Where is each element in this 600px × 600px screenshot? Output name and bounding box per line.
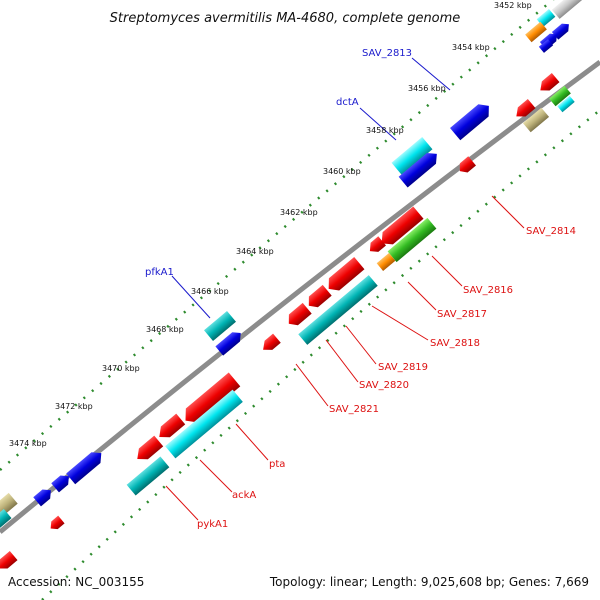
gene-arrow bbox=[66, 452, 102, 485]
gene-arrow bbox=[516, 98, 536, 117]
gene-label-pta: pta bbox=[269, 459, 285, 470]
tick-label: 3456 kbp bbox=[408, 84, 446, 93]
gene-arrow-SAV_2818 bbox=[328, 257, 365, 291]
gene-label-SAV_2813: SAV_2813 bbox=[362, 48, 412, 59]
tick-label: 3472 kbp bbox=[55, 402, 93, 411]
gene-arrow bbox=[33, 489, 51, 507]
outer-tick-ring bbox=[0, 0, 555, 471]
genome-summary: Topology: linear; Length: 9,025,608 bp; … bbox=[269, 575, 589, 589]
reverse-leader-lines bbox=[165, 195, 525, 521]
tick-label: 3466 kbp bbox=[191, 287, 229, 296]
forward-leader-lines bbox=[171, 57, 451, 319]
gene-arrow-dctA bbox=[391, 137, 433, 175]
tick-labels: 3452 kbp 3454 kbp 3456 kbp 3458 kbp 3460… bbox=[9, 1, 532, 448]
accession-label: Accession: NC_003155 bbox=[8, 575, 144, 589]
reverse-gene-labels: SAV_2814 SAV_2816 SAV_2817 SAV_2818 SAV_… bbox=[197, 226, 576, 530]
gene-arrow bbox=[525, 21, 547, 43]
gene-arrow-SAV_2819 bbox=[298, 275, 378, 345]
gene-label-SAV_2820: SAV_2820 bbox=[359, 380, 409, 391]
gene-arrow bbox=[51, 475, 69, 493]
tick-label: 3458 kbp bbox=[366, 126, 404, 135]
gene-label-SAV_2814: SAV_2814 bbox=[526, 226, 576, 237]
gene-arrow-SAV_2814 bbox=[459, 156, 476, 173]
gene-arrow-SAV_2817 bbox=[376, 253, 396, 271]
gene-arrow bbox=[536, 9, 556, 27]
gene-label-SAV_2816: SAV_2816 bbox=[463, 285, 513, 296]
tick-label: 3454 kbp bbox=[452, 43, 490, 52]
forward-strand-genes bbox=[0, 0, 585, 532]
gene-arrow bbox=[522, 107, 550, 133]
gene-arrow bbox=[398, 152, 437, 188]
gene-arrow-pykA1 bbox=[126, 456, 170, 496]
gene-arrow bbox=[215, 332, 241, 356]
tick-label: 3474 kbp bbox=[9, 439, 47, 448]
gene-arrow bbox=[538, 39, 554, 53]
gene-arrow bbox=[0, 508, 12, 532]
gene-arrow bbox=[369, 236, 386, 252]
gene-arrow bbox=[50, 515, 65, 530]
gene-arrow bbox=[551, 0, 585, 19]
gene-arrow-SAV_2816 bbox=[387, 217, 437, 263]
gene-label-dctA: dctA bbox=[336, 97, 359, 108]
gene-arrow bbox=[308, 284, 332, 308]
tick-label: 3468 kbp bbox=[146, 325, 184, 334]
gene-arrow bbox=[540, 72, 560, 91]
gene-arrow bbox=[557, 95, 575, 113]
gene-arrow bbox=[381, 206, 424, 245]
inner-tick-ring bbox=[41, 109, 600, 600]
tick-label: 3452 kbp bbox=[494, 1, 532, 10]
gene-label-SAV_2817: SAV_2817 bbox=[437, 309, 487, 320]
gene-arrow bbox=[0, 550, 18, 569]
reverse-strand-genes bbox=[0, 72, 575, 569]
gene-arrow bbox=[159, 413, 186, 438]
gene-arrow bbox=[0, 492, 18, 520]
gene-arrow bbox=[137, 435, 164, 460]
gene-arrow-SAV_2821 bbox=[263, 333, 281, 350]
gene-arrow bbox=[288, 302, 312, 326]
gene-arrow-ackA bbox=[165, 389, 243, 459]
tick-label: 3462 kbp bbox=[280, 208, 318, 217]
tick-label: 3460 kbp bbox=[323, 167, 361, 176]
tick-label: 3464 kbp bbox=[236, 247, 274, 256]
gene-arrow bbox=[549, 85, 571, 107]
gene-label-SAV_2821: SAV_2821 bbox=[329, 404, 379, 415]
gene-arrow-pta bbox=[185, 372, 241, 423]
gene-label-SAV_2818: SAV_2818 bbox=[430, 338, 480, 349]
gene-label-ackA: ackA bbox=[232, 490, 256, 501]
gene-arrow-SAV_2813 bbox=[450, 104, 489, 141]
gene-arrow-pfkA1 bbox=[204, 310, 236, 342]
gene-label-pfkA1: pfkA1 bbox=[145, 267, 174, 278]
tick-label: 3470 kbp bbox=[102, 364, 140, 373]
gene-label-pykA1: pykA1 bbox=[197, 519, 228, 530]
map-title: Streptomyces avermitilis MA-4680, comple… bbox=[110, 11, 461, 26]
gene-label-SAV_2819: SAV_2819 bbox=[378, 362, 428, 373]
forward-gene-labels: SAV_2813 dctA pfkA1 bbox=[145, 48, 412, 278]
